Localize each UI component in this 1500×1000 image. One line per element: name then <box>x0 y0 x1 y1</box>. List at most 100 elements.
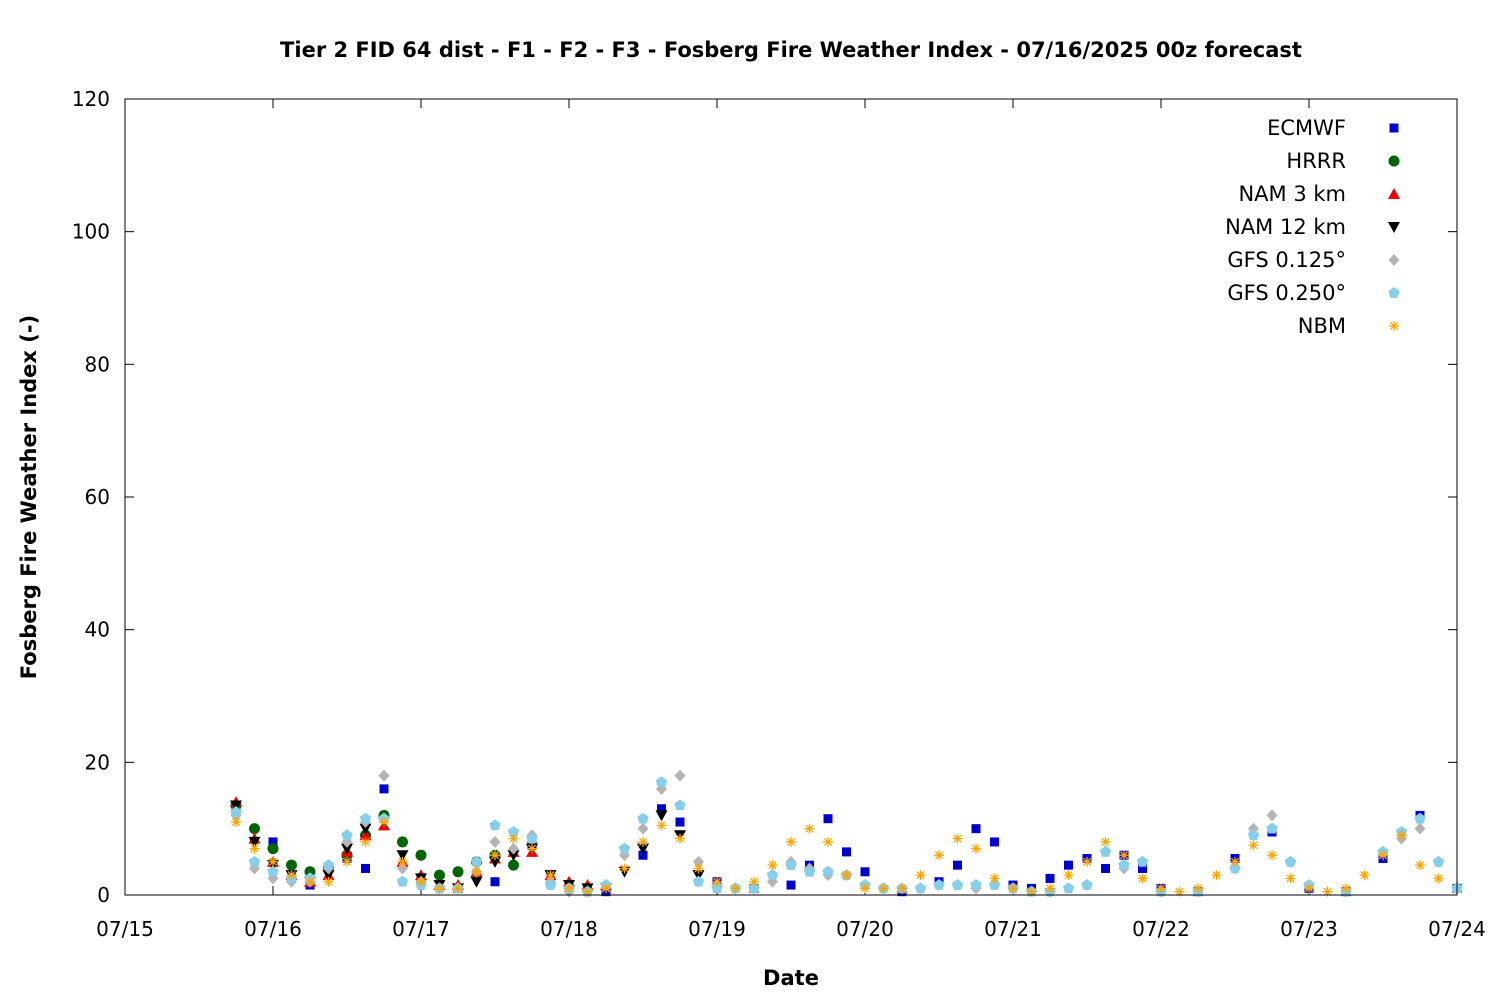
data-point <box>1063 870 1074 881</box>
data-point <box>1396 830 1407 841</box>
data-point <box>359 823 372 835</box>
data-point <box>416 876 426 887</box>
data-point <box>637 843 649 855</box>
y-tick-label: 40 <box>85 618 110 642</box>
data-point <box>1119 850 1129 861</box>
x-tick-label: 07/20 <box>836 917 894 941</box>
data-point <box>1432 855 1445 867</box>
data-point <box>1414 812 1426 824</box>
data-point <box>397 856 408 867</box>
data-point <box>489 835 501 848</box>
data-point <box>397 836 408 848</box>
data-point <box>490 850 500 861</box>
data-point <box>322 870 335 882</box>
data-point <box>1082 856 1092 867</box>
legend-marker <box>1389 321 1399 331</box>
data-point <box>860 867 870 877</box>
data-point <box>1247 829 1260 841</box>
data-point <box>656 820 667 831</box>
data-point <box>822 865 834 877</box>
data-point <box>1211 870 1222 881</box>
data-point <box>434 883 445 894</box>
data-point <box>860 883 870 894</box>
legend-marker <box>1388 155 1400 167</box>
data-point <box>507 825 520 837</box>
series-star <box>231 817 1444 897</box>
y-axis-title: Fosberg Fire Weather Index (-) <box>17 315 41 679</box>
data-point <box>1248 840 1259 851</box>
data-point <box>1414 822 1426 835</box>
x-tick-label: 07/21 <box>984 917 1042 941</box>
data-point <box>951 879 964 890</box>
x-axis-title: Date <box>763 966 819 990</box>
data-point <box>1284 855 1297 867</box>
data-point <box>692 870 705 882</box>
data-point <box>396 875 409 887</box>
data-point <box>730 883 741 894</box>
legend-label: GFS 0.250° <box>1227 281 1346 305</box>
data-point <box>1285 873 1296 884</box>
legend-label: GFS 0.125° <box>1227 248 1346 272</box>
data-point <box>249 823 260 835</box>
legend-marker <box>1388 222 1400 233</box>
y-tick-label: 60 <box>85 485 110 509</box>
data-point <box>675 817 685 827</box>
data-point <box>823 836 833 847</box>
chart-title: Tier 2 FID 64 dist - F1 - F2 - F3 - Fosb… <box>280 38 1302 62</box>
data-point <box>544 879 557 890</box>
data-point <box>1174 886 1185 897</box>
data-point <box>508 859 519 871</box>
data-point <box>1101 863 1110 873</box>
data-point <box>1415 860 1425 871</box>
data-point <box>766 869 779 880</box>
data-point <box>953 860 962 870</box>
legend-label: HRRR <box>1286 149 1346 173</box>
data-point <box>693 863 704 874</box>
data-point <box>1266 822 1278 834</box>
data-point <box>490 877 500 887</box>
legend-label: ECMWF <box>1267 116 1346 140</box>
data-point <box>378 769 390 782</box>
data-point <box>268 856 278 867</box>
data-point <box>1193 883 1203 894</box>
data-point <box>231 817 241 828</box>
data-point <box>655 776 668 788</box>
data-point <box>1138 863 1147 873</box>
data-point <box>915 870 926 881</box>
data-point <box>1267 850 1277 861</box>
data-point <box>1100 836 1111 847</box>
data-point <box>823 814 833 824</box>
y-tick-label: 100 <box>72 220 110 244</box>
data-point <box>674 799 686 811</box>
data-point <box>785 859 797 870</box>
legend-label: NBM <box>1298 314 1346 338</box>
data-point <box>508 833 519 844</box>
data-point <box>341 829 353 841</box>
data-point <box>582 886 593 897</box>
data-point <box>638 850 648 860</box>
data-point <box>970 879 982 890</box>
data-point <box>990 837 999 847</box>
data-point <box>1230 856 1240 867</box>
data-point <box>657 804 666 814</box>
legend: ECMWF HRRR NAM 3 km NAM 12 km GFS 0.125° GFS … <box>1225 116 1400 338</box>
data-point <box>1045 873 1055 883</box>
x-tick-label: 07/22 <box>1132 917 1190 941</box>
data-point <box>749 876 759 887</box>
data-point <box>249 843 260 854</box>
data-point <box>361 863 370 873</box>
data-point <box>674 769 686 782</box>
data-point <box>527 843 537 854</box>
data-point <box>601 883 611 894</box>
data-point <box>1341 883 1351 894</box>
data-point <box>1137 873 1148 884</box>
x-tick-label: 07/23 <box>1280 917 1338 941</box>
data-point <box>803 865 816 877</box>
data-point <box>268 837 278 847</box>
data-point <box>489 856 501 868</box>
plot-frame <box>124 98 1458 896</box>
data-point <box>341 843 353 855</box>
x-tick-label: 07/16 <box>244 917 302 941</box>
data-point <box>230 800 242 812</box>
data-point <box>342 856 352 867</box>
